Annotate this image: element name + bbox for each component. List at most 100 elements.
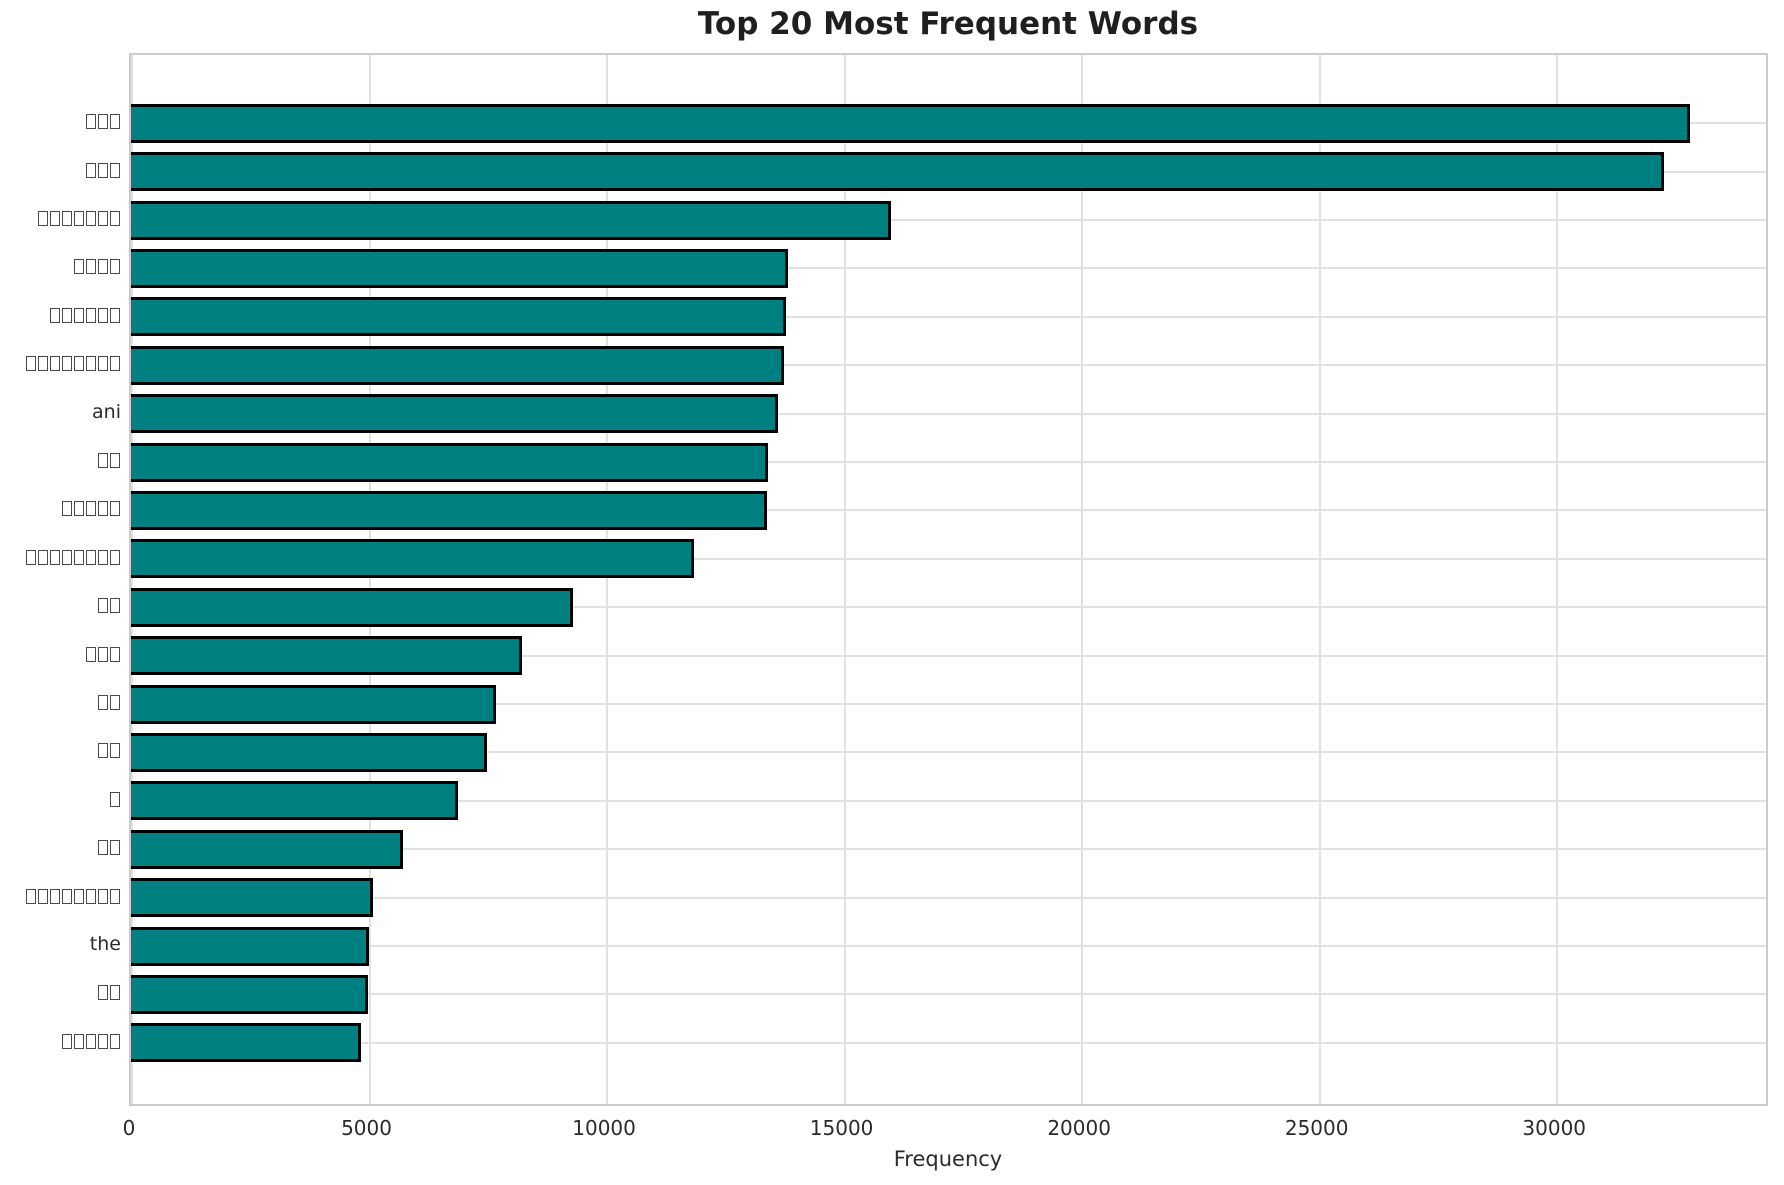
missing-glyph-box [86, 162, 96, 178]
missing-glyph-box [110, 1033, 120, 1049]
y-tick-label: ani [92, 400, 121, 423]
x-tick-label: 30000 [1522, 1116, 1587, 1140]
missing-glyph-box [98, 985, 108, 1001]
missing-glyph-box [110, 259, 120, 275]
y-tick-label [0, 737, 121, 763]
y-tick-label [0, 205, 121, 231]
h-gridline [131, 267, 1766, 270]
missing-glyph-box [74, 501, 84, 517]
missing-glyph-box [62, 888, 72, 904]
missing-glyph-box [110, 743, 120, 759]
bar [131, 974, 368, 1014]
missing-glyph-box [110, 888, 120, 904]
missing-glyph-box [86, 888, 96, 904]
v-gridline [843, 55, 846, 1104]
bar [131, 200, 891, 240]
missing-glyph-box [98, 840, 108, 856]
h-gridline [131, 364, 1766, 367]
bar [131, 878, 373, 918]
bar [131, 103, 1691, 143]
missing-glyph-box [98, 356, 108, 372]
missing-glyph-box [86, 114, 96, 130]
bar [131, 297, 787, 337]
h-gridline [131, 993, 1766, 996]
missing-glyph-box [62, 211, 72, 226]
missing-glyph-box [26, 356, 36, 372]
missing-glyph-box [74, 211, 84, 226]
bar [131, 442, 769, 482]
missing-glyph-box [98, 453, 108, 468]
missing-glyph-box [86, 501, 96, 517]
y-tick-label [0, 350, 121, 376]
v-gridline [131, 55, 133, 1104]
bar [131, 248, 788, 288]
y-tick-label [0, 495, 121, 521]
missing-glyph-box [50, 549, 60, 565]
missing-glyph-box [98, 162, 108, 178]
bar [131, 539, 695, 579]
y-tick-label [0, 834, 121, 860]
missing-glyph-box [50, 888, 60, 904]
missing-glyph-box [98, 695, 108, 710]
missing-glyph-box [74, 356, 84, 372]
v-gridline [368, 55, 371, 1104]
bar [131, 152, 1664, 192]
plot-area [129, 53, 1768, 1106]
missing-glyph-box [62, 501, 72, 517]
missing-glyph-box [110, 695, 120, 710]
missing-glyph-box [86, 549, 96, 565]
missing-glyph-box [86, 1033, 96, 1049]
h-gridline [131, 412, 1766, 415]
missing-glyph-box [62, 549, 72, 565]
chart-title: Top 20 Most Frequent Words [697, 6, 1199, 42]
x-tick-label: 15000 [809, 1116, 874, 1140]
y-tick-label [0, 689, 121, 715]
missing-glyph-box [38, 549, 48, 565]
missing-glyph-box [50, 356, 60, 372]
missing-glyph-box [26, 888, 36, 904]
missing-glyph-box [110, 162, 120, 178]
missing-glyph-box [62, 356, 72, 372]
missing-glyph-box [110, 356, 120, 372]
h-gridline [131, 751, 1766, 754]
h-gridline [131, 557, 1766, 560]
missing-glyph-box [26, 549, 36, 565]
missing-glyph-box [98, 743, 108, 759]
x-tick-label: 10000 [572, 1116, 636, 1140]
x-tick-label: 20000 [1047, 1116, 1111, 1140]
missing-glyph-box [38, 888, 48, 904]
bar [131, 829, 404, 869]
x-tick-label: 0 [122, 1116, 136, 1140]
missing-glyph-box [38, 356, 48, 372]
v-gridline [1556, 55, 1559, 1104]
bar [131, 732, 488, 772]
y-tick-label [0, 253, 121, 279]
missing-glyph-box [110, 307, 120, 323]
y-tick-label [0, 157, 121, 183]
missing-glyph-box [110, 646, 120, 662]
missing-glyph-box [86, 356, 96, 372]
bar [131, 926, 369, 966]
missing-glyph-box [98, 211, 108, 226]
missing-glyph-box [86, 646, 96, 662]
missing-glyph-box [98, 888, 108, 904]
h-gridline [131, 606, 1766, 609]
missing-glyph-box [98, 259, 108, 275]
missing-glyph-box [98, 598, 108, 614]
y-tick-label [0, 447, 121, 473]
missing-glyph-box [74, 1033, 84, 1049]
h-gridline [131, 461, 1766, 463]
y-tick-label [0, 302, 121, 328]
x-tick-label: 25000 [1284, 1116, 1349, 1140]
missing-glyph-box [110, 791, 120, 807]
missing-glyph-box [98, 307, 108, 323]
y-tick-label: the [89, 933, 121, 955]
y-tick-label [0, 108, 121, 134]
bar [131, 684, 497, 724]
missing-glyph-box [74, 549, 84, 565]
y-tick-label [0, 641, 121, 667]
missing-glyph-box [110, 453, 120, 468]
missing-glyph-box [86, 211, 96, 226]
missing-glyph-box [110, 840, 120, 856]
